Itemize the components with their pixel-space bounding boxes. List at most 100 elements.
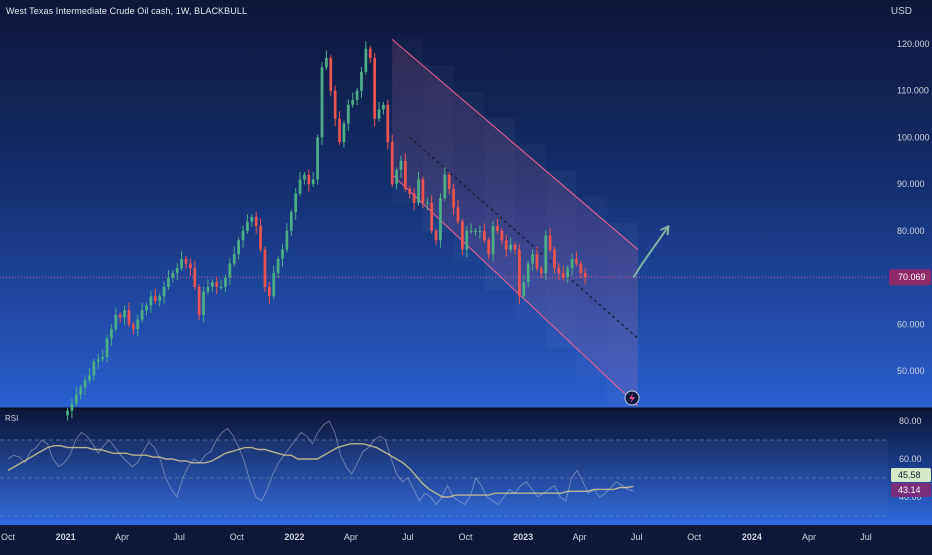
candle[interactable] xyxy=(66,407,69,421)
candle[interactable] xyxy=(136,314,140,337)
candle[interactable] xyxy=(351,92,355,108)
candle[interactable] xyxy=(329,55,333,96)
candle[interactable] xyxy=(474,228,477,236)
candle[interactable] xyxy=(232,246,236,267)
candle[interactable] xyxy=(342,120,346,148)
candle[interactable] xyxy=(386,99,390,150)
candle[interactable] xyxy=(500,228,504,246)
candle[interactable] xyxy=(465,225,469,258)
candle[interactable] xyxy=(443,167,447,201)
rsi-ma-line[interactable] xyxy=(7,443,634,498)
candle[interactable] xyxy=(219,279,223,290)
candle[interactable] xyxy=(153,288,157,304)
candle[interactable] xyxy=(74,386,78,407)
candle[interactable] xyxy=(193,260,197,290)
candle[interactable] xyxy=(101,349,104,363)
candle[interactable] xyxy=(412,188,416,211)
candle[interactable] xyxy=(118,312,122,323)
candle[interactable] xyxy=(149,291,153,314)
candle[interactable] xyxy=(267,281,271,304)
candle[interactable] xyxy=(491,221,495,262)
candle[interactable] xyxy=(294,188,298,220)
candle[interactable] xyxy=(311,171,315,187)
candle[interactable] xyxy=(447,171,451,194)
candle[interactable] xyxy=(145,302,148,316)
candle[interactable] xyxy=(110,323,113,346)
candle[interactable] xyxy=(320,62,324,145)
candle[interactable] xyxy=(259,218,262,253)
candle[interactable] xyxy=(92,358,96,381)
candle[interactable] xyxy=(390,134,394,187)
candle[interactable] xyxy=(575,251,578,267)
candle[interactable] xyxy=(395,167,398,190)
candle[interactable] xyxy=(403,153,407,192)
candle[interactable] xyxy=(452,183,455,215)
candle[interactable] xyxy=(289,209,293,236)
candle[interactable] xyxy=(535,246,539,272)
candle[interactable] xyxy=(307,169,311,192)
candle[interactable] xyxy=(325,50,328,71)
candle[interactable] xyxy=(298,171,302,197)
candle[interactable] xyxy=(360,66,363,99)
candle[interactable] xyxy=(355,87,359,106)
candle[interactable] xyxy=(175,263,179,281)
candle[interactable] xyxy=(180,251,183,272)
candle[interactable] xyxy=(237,237,240,260)
rsi-line[interactable] xyxy=(7,420,634,506)
candle[interactable] xyxy=(513,242,517,255)
candle[interactable] xyxy=(167,270,170,290)
candle[interactable] xyxy=(548,228,552,253)
candle[interactable] xyxy=(439,193,442,248)
candle[interactable] xyxy=(417,171,420,206)
channel-lower-line[interactable] xyxy=(391,174,639,407)
candle[interactable] xyxy=(272,265,276,300)
candle[interactable] xyxy=(553,246,556,274)
candle[interactable] xyxy=(316,134,319,185)
candle[interactable] xyxy=(544,230,548,281)
candle[interactable] xyxy=(456,200,460,225)
candle[interactable] xyxy=(421,176,425,208)
candle[interactable] xyxy=(246,214,249,234)
candle[interactable] xyxy=(215,277,219,295)
candle[interactable] xyxy=(241,225,245,248)
candle[interactable] xyxy=(303,171,306,185)
candle[interactable] xyxy=(276,256,280,279)
candle[interactable] xyxy=(83,375,87,395)
candle[interactable] xyxy=(171,270,175,283)
candle[interactable] xyxy=(518,244,521,304)
candle[interactable] xyxy=(408,186,412,199)
candle[interactable] xyxy=(583,267,587,285)
candle[interactable] xyxy=(570,253,574,276)
candle[interactable] xyxy=(346,99,350,131)
candle[interactable] xyxy=(399,155,403,178)
candle[interactable] xyxy=(478,225,482,239)
candle[interactable] xyxy=(224,274,227,293)
candle[interactable] xyxy=(487,237,491,260)
candle[interactable] xyxy=(79,384,83,400)
channel-mid-line[interactable] xyxy=(409,136,639,339)
candle[interactable] xyxy=(539,265,543,279)
candle[interactable] xyxy=(557,263,561,281)
candle[interactable] xyxy=(123,305,126,325)
candle[interactable] xyxy=(285,223,289,253)
candle[interactable] xyxy=(202,286,205,323)
candle[interactable] xyxy=(96,354,100,370)
candle[interactable] xyxy=(140,302,144,323)
candle[interactable] xyxy=(210,279,214,293)
candle[interactable] xyxy=(526,260,530,288)
candle[interactable] xyxy=(189,258,192,276)
candle[interactable] xyxy=(228,258,232,286)
candle[interactable] xyxy=(127,302,131,328)
candle[interactable] xyxy=(561,265,565,281)
candle[interactable] xyxy=(162,281,166,304)
candle[interactable] xyxy=(469,223,473,234)
candle[interactable] xyxy=(281,244,284,267)
candle[interactable] xyxy=(263,246,267,293)
candle[interactable] xyxy=(531,249,534,272)
candle[interactable] xyxy=(70,398,74,419)
candle[interactable] xyxy=(105,335,109,363)
candle[interactable] xyxy=(364,41,368,75)
candle[interactable] xyxy=(338,111,341,145)
candle[interactable] xyxy=(114,307,118,332)
